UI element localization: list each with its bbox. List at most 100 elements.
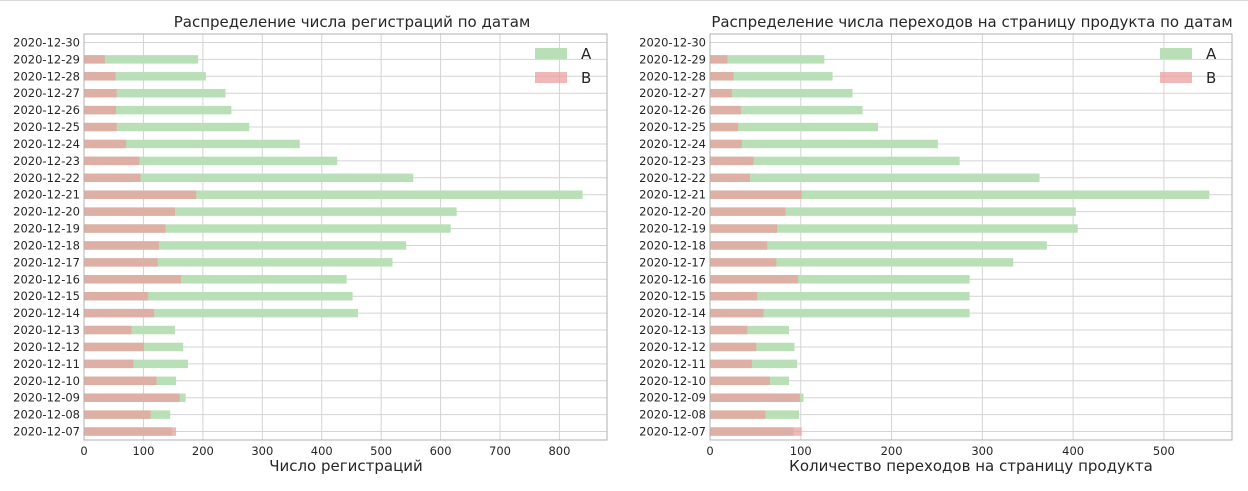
chart2-bar-a [710, 173, 1040, 183]
chart1-bar-b [84, 410, 151, 419]
chart2-x-tick-label: 100 [790, 444, 812, 458]
chart2-y-tick-label: 2020-12-16 [639, 272, 706, 286]
chart2-bar-b [710, 88, 732, 98]
chart1-y-tick-label: 2020-12-20 [13, 205, 80, 219]
chart1-y-tick-label: 2020-12-22 [13, 171, 80, 185]
chart2-bar-b [710, 291, 758, 301]
chart1-plot-frame [83, 33, 608, 441]
chart1-y-tick-label: 2020-12-08 [13, 408, 80, 422]
chart1-x-tick-label: 100 [132, 444, 154, 458]
chart2-y-tick-label: 2020-12-07 [639, 425, 706, 439]
chart2-bar-b [710, 156, 754, 166]
chart1-bar-b [84, 55, 105, 64]
chart2-bar-b [710, 410, 766, 419]
chart1-y-tick-label: 2020-12-29 [13, 52, 80, 66]
chart1-bar-b [84, 427, 177, 436]
chart2-y-tick-label: 2020-12-19 [639, 222, 706, 236]
chart1-bar-b [84, 173, 141, 183]
chart2-y-tick-label: 2020-12-26 [639, 103, 706, 117]
chart1-bar-b [84, 308, 155, 318]
chart2-y-tick-label: 2020-12-23 [639, 154, 706, 168]
chart1-bar-b [84, 325, 132, 335]
chart1-y-tick-label: 2020-12-27 [13, 86, 80, 100]
chart2-bar-b [710, 207, 786, 216]
chart1-bar-a [84, 207, 457, 216]
chart1-bar-a [84, 224, 451, 233]
chart2-y-tick-label: 2020-12-29 [639, 52, 706, 66]
chart1-y-tick-label: 2020-12-09 [13, 391, 80, 405]
chart1-bar-b [84, 224, 166, 233]
chart1-y-tick-label: 2020-12-10 [13, 374, 80, 388]
chart1-y-tick-label: 2020-12-07 [13, 425, 80, 439]
chart2-x-tick-label: 400 [1062, 444, 1084, 458]
chart1-bar-a [84, 275, 347, 284]
chart1-bar-b [84, 156, 140, 166]
chart2-bar-b [710, 308, 764, 318]
chart1-bar-b [84, 72, 116, 81]
chart1-legend-swatch-b [535, 72, 567, 83]
chart2-bar-a [710, 359, 798, 369]
chart2-bar-b [710, 342, 757, 352]
chart2-bar-b [710, 359, 752, 369]
chart2-bar-a [710, 156, 960, 166]
chart2-x-tick-label: 200 [881, 444, 903, 458]
chart2-x-tick-label: 0 [706, 444, 713, 458]
chart1-y-tick-label: 2020-12-26 [13, 103, 80, 117]
chart1-x-tick-label: 500 [370, 444, 392, 458]
chart1-bar-a [84, 308, 358, 318]
chart2-plot-frame [709, 33, 1233, 441]
chart1-x-tick-label: 400 [311, 444, 333, 458]
chart2-bar-a [710, 72, 833, 81]
chart2-y-tick-label: 2020-12-08 [639, 408, 706, 422]
chart2-bar-b [710, 173, 750, 183]
chart2-y-tick-label: 2020-12-27 [639, 86, 706, 100]
chart1-y-tick-label: 2020-12-15 [13, 289, 80, 303]
chart1-y-tick-label: 2020-12-25 [13, 120, 80, 134]
chart1-legend-label-a: A [581, 45, 592, 63]
chart2-bar-a [710, 275, 970, 284]
chart1-y-tick-label: 2020-12-16 [13, 272, 80, 286]
chart1-bar-b [84, 139, 127, 149]
chart2-bar-a [710, 308, 970, 318]
top-border [0, 0, 1248, 1]
chart2-bar-b [710, 275, 799, 284]
chart1-bar-b [84, 88, 117, 98]
chart1-bar-a [84, 241, 407, 250]
chart2-bar-b [710, 190, 802, 199]
chart2-y-tick-label: 2020-12-11 [639, 357, 706, 371]
chart1-x-tick-label: 0 [80, 444, 87, 458]
chart2-bar-a [710, 139, 938, 149]
chart1-bar-b [84, 393, 180, 402]
chart1-bar-a [84, 105, 232, 115]
chart1-bar-b [84, 105, 117, 115]
chart1-x-tick-label: 200 [192, 444, 214, 458]
chart2-bar-b [710, 72, 734, 81]
chart2-y-tick-label: 2020-12-21 [639, 188, 706, 202]
chart2-bar-a [710, 325, 789, 335]
chart1-y-tick-label: 2020-12-11 [13, 357, 80, 371]
chart2-title: Распределение числа переходов на страниц… [711, 13, 1232, 31]
chart1-y-tick-label: 2020-12-14 [13, 306, 80, 320]
chart1-y-tick-label: 2020-12-30 [13, 35, 80, 49]
chart2-bar-b [710, 224, 778, 233]
chart1-bar-a [84, 122, 250, 132]
chart2-y-tick-label: 2020-12-15 [639, 289, 706, 303]
chart2-bar-b [710, 105, 741, 115]
chart1-bar-a [84, 55, 199, 64]
chart1-y-tick-label: 2020-12-23 [13, 154, 80, 168]
chart2-y-tick-label: 2020-12-14 [639, 306, 706, 320]
chart1-x-tick-label: 300 [251, 444, 273, 458]
chart2-bar-a [710, 224, 1078, 233]
chart1-bar-a [84, 72, 206, 81]
chart1-bar-b [84, 241, 159, 250]
chart1-legend-swatch-a [535, 48, 567, 59]
chart2-bar-a [710, 122, 878, 132]
chart1-bar-b [84, 376, 157, 386]
chart2-legend-label-b: B [1206, 69, 1216, 87]
chart1-y-tick-label: 2020-12-21 [13, 188, 80, 202]
chart1-bar-b [84, 258, 158, 267]
chart2-y-tick-label: 2020-12-09 [639, 391, 706, 405]
chart1-y-tick-label: 2020-12-17 [13, 255, 80, 269]
chart2-bar-a [710, 88, 853, 98]
